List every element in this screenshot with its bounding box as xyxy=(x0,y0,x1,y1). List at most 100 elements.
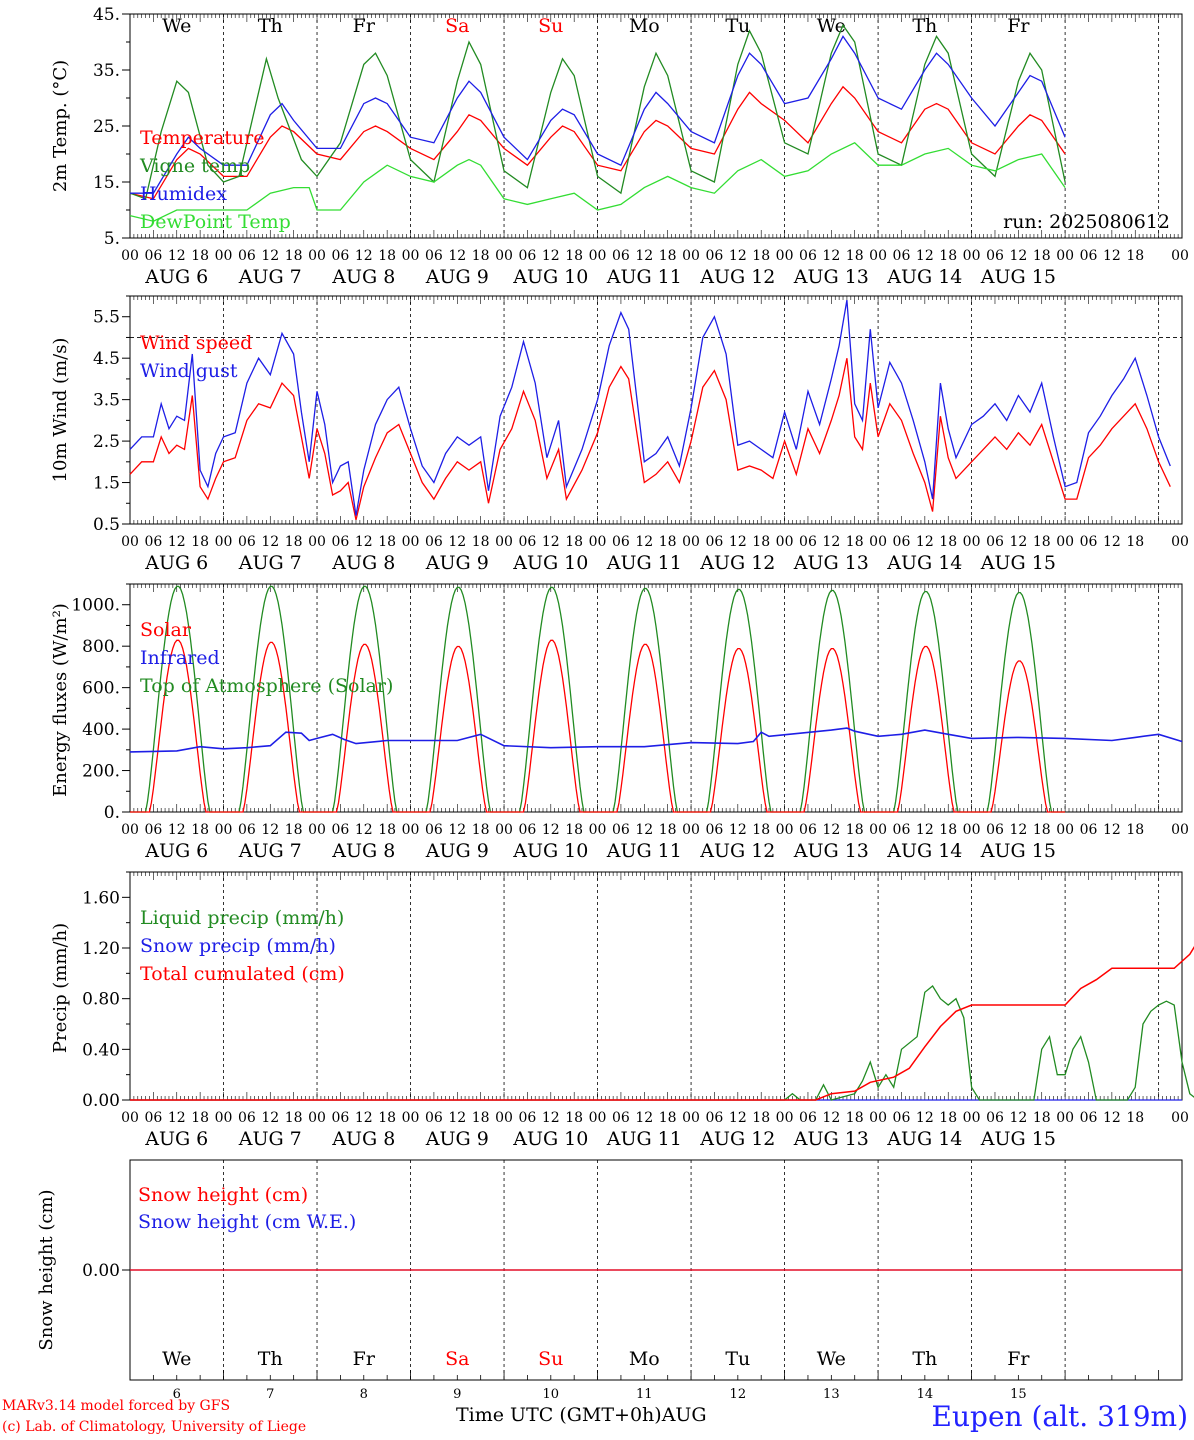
date-label: AUG 6 xyxy=(144,552,208,574)
weekday-label: Th xyxy=(258,15,283,37)
hour-tick-label: 00 xyxy=(589,822,607,838)
weekday-label: Su xyxy=(538,1348,563,1370)
station-label: Eupen (alt. 319m) xyxy=(931,1400,1188,1433)
weekday-label: We xyxy=(162,1348,191,1370)
date-label: AUG 7 xyxy=(238,1128,302,1150)
legend-wind-gust: Wind gust xyxy=(140,360,238,382)
y-tick-label: 1.20 xyxy=(82,939,120,959)
weekday-label: Tu xyxy=(725,15,750,37)
hour-tick-label: 06 xyxy=(144,534,162,550)
hour-tick-label: 00 xyxy=(215,248,233,264)
hour-tick-label: 12 xyxy=(261,1110,279,1126)
hour-tick-label: 00 xyxy=(1171,248,1189,264)
hour-tick-label: 00 xyxy=(869,248,887,264)
y-tick-label: 400. xyxy=(82,720,120,740)
hour-tick-label: 12 xyxy=(822,1110,840,1126)
date-label: AUG 14 xyxy=(886,266,962,288)
date-number-label: 8 xyxy=(360,1387,368,1402)
hour-tick-label: 12 xyxy=(635,822,653,838)
hour-tick-label: 12 xyxy=(916,1110,934,1126)
y-tick-label: 0.5 xyxy=(93,515,120,535)
hour-tick-label: 12 xyxy=(822,248,840,264)
hour-tick-label: 06 xyxy=(893,248,911,264)
hour-tick-label: 18 xyxy=(378,1110,396,1126)
hour-tick-label: 12 xyxy=(1009,534,1027,550)
hour-tick-label: 00 xyxy=(589,1110,607,1126)
hour-tick-label: 18 xyxy=(285,1110,303,1126)
y-axis-label: 2m Temp. (°C) xyxy=(50,60,71,192)
date-label: AUG 6 xyxy=(144,266,208,288)
hour-tick-label: 18 xyxy=(472,534,490,550)
hour-tick-label: 00 xyxy=(1056,534,1074,550)
hour-tick-label: 06 xyxy=(425,248,443,264)
date-label: AUG 11 xyxy=(606,266,682,288)
y-axis-label: Energy fluxes (W/m²) xyxy=(50,603,71,797)
legend-dewpoint-temp: DewPoint Temp xyxy=(140,211,291,233)
weekday-label: Mo xyxy=(629,1348,660,1370)
hour-tick-label: 06 xyxy=(425,1110,443,1126)
hour-tick-label: 18 xyxy=(659,1110,677,1126)
hour-tick-label: 06 xyxy=(986,1110,1004,1126)
hour-tick-label: 18 xyxy=(939,822,957,838)
date-number-label: 10 xyxy=(543,1387,560,1402)
weekday-label: Fr xyxy=(353,1348,376,1370)
hour-tick-label: 06 xyxy=(1080,534,1098,550)
weekday-label: We xyxy=(817,1348,846,1370)
hour-tick-label: 06 xyxy=(799,1110,817,1126)
hour-tick-label: 06 xyxy=(893,1110,911,1126)
hour-tick-label: 18 xyxy=(1126,248,1144,264)
hour-tick-label: 12 xyxy=(916,248,934,264)
hour-tick-label: 06 xyxy=(238,248,256,264)
date-label: AUG 7 xyxy=(238,552,302,574)
y-tick-label: 3.5 xyxy=(93,391,120,411)
y-tick-label: 800. xyxy=(82,637,120,657)
y-tick-label: 5.5 xyxy=(93,308,120,328)
hour-tick-label: 00 xyxy=(215,822,233,838)
hour-tick-label: 12 xyxy=(168,248,186,264)
legend-snow-precip-mm-h-: Snow precip (mm/h) xyxy=(140,935,336,957)
y-tick-label: 0. xyxy=(104,803,120,823)
hour-tick-label: 18 xyxy=(846,822,864,838)
hour-tick-label: 18 xyxy=(191,248,209,264)
hour-tick-label: 06 xyxy=(425,534,443,550)
series-line-temperature xyxy=(129,85,1066,200)
hour-tick-label: 06 xyxy=(612,534,630,550)
hour-tick-label: 06 xyxy=(706,1110,724,1126)
hour-tick-label: 06 xyxy=(331,534,349,550)
y-axis-label: Snow height (cm) xyxy=(36,1189,57,1350)
legend-total-cumulated-cm-: Total cumulated (cm) xyxy=(140,963,345,985)
panel-frame-1 xyxy=(129,13,1183,239)
hour-tick-label: 00 xyxy=(1056,248,1074,264)
weekday-label: Fr xyxy=(1007,1348,1030,1370)
hour-tick-label: 00 xyxy=(1171,534,1189,550)
hour-tick-label: 00 xyxy=(776,822,794,838)
hour-tick-label: 00 xyxy=(402,1110,420,1126)
date-label: AUG 8 xyxy=(331,840,395,862)
hour-tick-label: 18 xyxy=(472,248,490,264)
hour-tick-label: 06 xyxy=(612,822,630,838)
hour-tick-label: 00 xyxy=(1171,1110,1189,1126)
hour-tick-label: 18 xyxy=(752,248,770,264)
hour-tick-label: 12 xyxy=(261,248,279,264)
weekday-label: Th xyxy=(912,1348,937,1370)
date-number-label: 9 xyxy=(453,1387,461,1402)
hour-tick-label: 18 xyxy=(565,822,583,838)
hour-tick-label: 00 xyxy=(963,1110,981,1126)
hour-tick-label: 18 xyxy=(659,534,677,550)
hour-tick-label: 06 xyxy=(706,822,724,838)
hour-tick-label: 12 xyxy=(1009,248,1027,264)
hour-tick-label: 18 xyxy=(565,248,583,264)
weekday-label: Fr xyxy=(353,15,376,37)
y-axis-label: 10m Wind (m/s) xyxy=(50,338,71,483)
hour-tick-label: 06 xyxy=(425,822,443,838)
lab-credit: (c) Lab. of Climatology, University of L… xyxy=(2,1419,307,1435)
date-label: AUG 12 xyxy=(699,1128,775,1150)
hour-tick-label: 06 xyxy=(238,534,256,550)
hour-tick-label: 06 xyxy=(238,822,256,838)
run-label: run: 2025080612 xyxy=(1003,211,1170,233)
date-label: AUG 10 xyxy=(512,266,588,288)
y-tick-label: 5. xyxy=(104,229,120,249)
date-label: AUG 12 xyxy=(699,840,775,862)
model-credit: MARv3.14 model forced by GFS xyxy=(2,1398,231,1414)
hour-tick-label: 12 xyxy=(729,1110,747,1126)
